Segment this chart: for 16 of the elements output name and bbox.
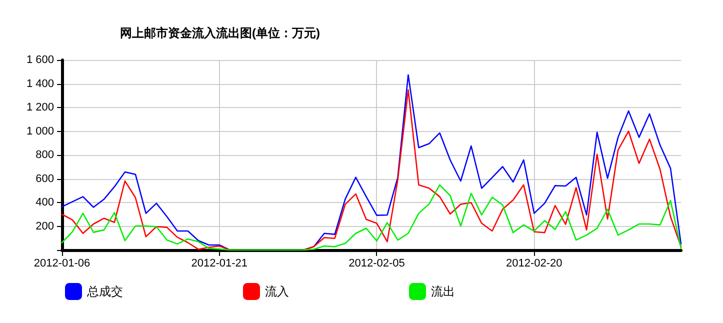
legend-label: 流出 xyxy=(431,284,455,298)
x-tick-label: 2012-01-21 xyxy=(191,258,248,270)
x-tick-label: 2012-02-20 xyxy=(506,258,562,270)
y-tick-label: 400 xyxy=(36,196,54,208)
y-tick-label: 1 400 xyxy=(26,78,54,90)
legend-label: 总成交 xyxy=(86,284,123,298)
chart-title: 网上邮市资金流入流出图(单位：万元) xyxy=(120,26,320,40)
x-tick-label: 2012-02-05 xyxy=(348,258,405,270)
y-tick-label: 1 000 xyxy=(26,125,54,138)
y-tick-label: 1 600 xyxy=(26,54,54,66)
y-tick-label: 800 xyxy=(36,149,54,161)
x-tick-label: 2012-01-06 xyxy=(34,258,90,270)
y-tick-label: 600 xyxy=(36,172,54,185)
legend-label: 流入 xyxy=(265,284,289,298)
y-tick-label: 1 200 xyxy=(26,102,54,114)
y-tick-label: 200 xyxy=(36,220,54,232)
